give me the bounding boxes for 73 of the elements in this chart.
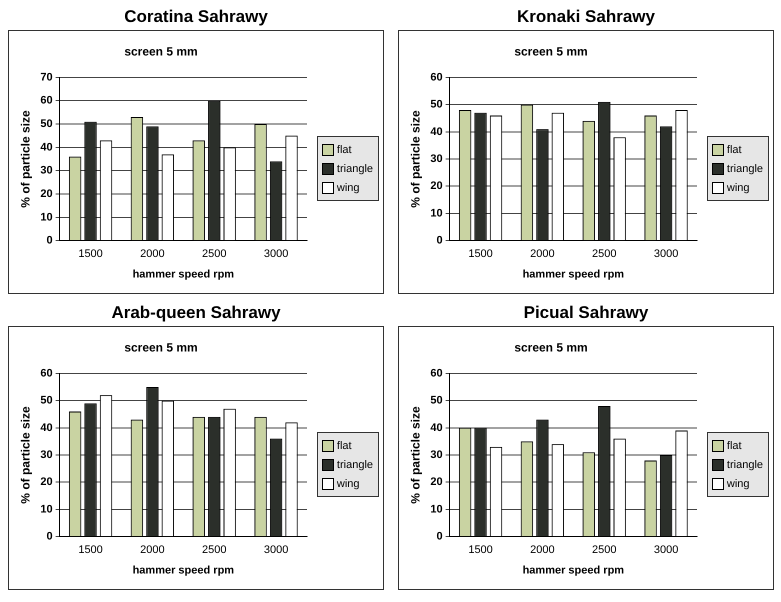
y-tick-label: 10: [430, 207, 443, 220]
x-tick-label: 3000: [654, 544, 678, 556]
x-tick-label: 2000: [140, 544, 165, 556]
y-tick-label: 30: [40, 449, 53, 462]
x-axis-title: hammer speed rpm: [132, 268, 234, 280]
chart-title: Arab-queen Sahrawy: [111, 302, 281, 324]
legend-label: flat: [726, 144, 742, 156]
legend-label: flat: [336, 144, 352, 156]
y-tick-label: 30: [430, 449, 443, 462]
y-tick-label: 0: [46, 530, 53, 543]
y-tick-label: 0: [436, 530, 443, 543]
y-tick-label: 50: [430, 394, 443, 407]
y-tick-label: 30: [40, 164, 53, 177]
y-tick-label: 20: [40, 476, 53, 488]
x-tick-label: 1500: [78, 248, 103, 260]
y-tick-label: 0: [436, 234, 443, 247]
legend-label: triangle: [336, 162, 373, 174]
x-axis-title: hammer speed rpm: [522, 564, 624, 576]
y-tick-label: 50: [430, 98, 443, 111]
x-axis-title: hammer speed rpm: [522, 268, 624, 280]
y-tick-label: 60: [430, 367, 443, 380]
x-tick-label: 2500: [202, 248, 226, 260]
y-tick-label: 60: [40, 367, 53, 380]
y-tick-label: 20: [40, 188, 53, 200]
x-tick-label: 1500: [78, 544, 103, 556]
legend-label: triangle: [726, 458, 763, 470]
y-axis-title: % of particle size: [18, 110, 33, 208]
y-tick-label: 10: [430, 503, 443, 516]
y-tick-label: 30: [430, 153, 443, 166]
legend-label: wing: [726, 182, 750, 194]
x-tick-label: 2000: [530, 248, 555, 260]
chart-subtitle: screen 5 mm: [514, 44, 588, 59]
y-tick-label: 50: [40, 394, 53, 407]
y-tick-label: 40: [430, 126, 443, 138]
y-tick-label: 60: [430, 71, 443, 84]
chart-subtitle: screen 5 mm: [514, 340, 588, 355]
x-tick-label: 2500: [202, 544, 226, 556]
y-tick-label: 10: [40, 211, 53, 224]
legend-label: flat: [726, 440, 742, 452]
y-tick-label: 20: [430, 180, 443, 192]
x-tick-label: 3000: [264, 544, 288, 556]
legend-label: wing: [336, 478, 360, 490]
x-tick-label: 2000: [530, 544, 555, 556]
y-tick-label: 40: [40, 422, 53, 434]
legend-label: triangle: [726, 162, 763, 174]
chart-title: Kronaki Sahrawy: [517, 6, 655, 28]
chart-subtitle: screen 5 mm: [124, 340, 198, 355]
y-axis-title: % of particle size: [408, 110, 423, 208]
x-tick-label: 1500: [468, 544, 493, 556]
legend-label: wing: [336, 182, 360, 194]
y-tick-label: 40: [430, 422, 443, 434]
y-axis-title: % of particle size: [18, 406, 33, 504]
y-tick-label: 50: [40, 118, 53, 130]
y-tick-label: 0: [46, 234, 53, 247]
x-tick-label: 2000: [140, 248, 165, 260]
x-tick-label: 1500: [468, 248, 493, 260]
y-tick-label: 10: [40, 503, 53, 516]
y-tick-label: 20: [430, 476, 443, 488]
x-tick-label: 2500: [592, 248, 616, 260]
x-tick-label: 2500: [592, 544, 616, 556]
legend-label: triangle: [336, 458, 373, 470]
y-tick-label: 70: [40, 71, 53, 84]
x-tick-label: 3000: [654, 248, 678, 260]
y-axis-title: % of particle size: [408, 406, 423, 504]
chart-title: Picual Sahrawy: [524, 302, 648, 324]
chart-subtitle: screen 5 mm: [124, 44, 198, 59]
y-tick-label: 60: [40, 94, 53, 107]
legend-label: wing: [726, 478, 750, 490]
chart-title: Coratina Sahrawy: [124, 6, 268, 28]
y-tick-label: 40: [40, 141, 53, 154]
legend-label: flat: [336, 440, 352, 452]
x-tick-label: 3000: [264, 248, 288, 260]
x-axis-title: hammer speed rpm: [132, 564, 234, 576]
